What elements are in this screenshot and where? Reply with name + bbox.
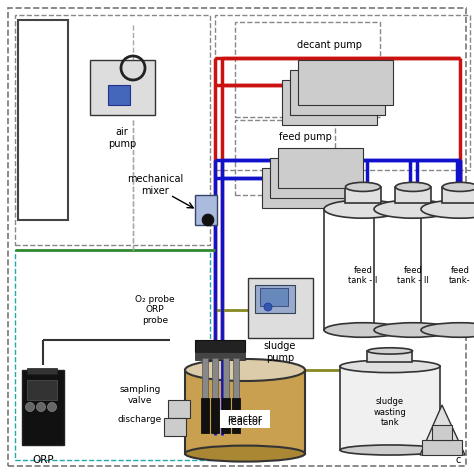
Bar — [278, 148, 363, 188]
Ellipse shape — [324, 323, 402, 337]
Bar — [374, 209, 452, 330]
Bar — [248, 278, 313, 338]
Bar — [346, 187, 381, 203]
Text: feed pump: feed pump — [279, 132, 331, 142]
Bar — [262, 168, 347, 208]
Bar — [235, 120, 335, 195]
Bar — [282, 80, 377, 125]
Bar — [27, 368, 57, 374]
Bar — [432, 425, 452, 440]
Bar — [260, 288, 288, 306]
Bar — [195, 195, 217, 225]
Bar — [195, 352, 245, 360]
Bar — [220, 410, 270, 428]
Bar — [222, 398, 230, 433]
Ellipse shape — [374, 200, 452, 218]
Ellipse shape — [340, 445, 440, 455]
Bar — [298, 60, 393, 105]
Ellipse shape — [374, 323, 452, 337]
Bar — [395, 187, 430, 203]
Ellipse shape — [346, 182, 381, 191]
Circle shape — [202, 214, 214, 226]
Bar — [223, 358, 229, 403]
Bar — [422, 440, 462, 455]
Bar — [340, 366, 440, 450]
Ellipse shape — [324, 200, 402, 218]
Bar — [15, 15, 210, 245]
Bar — [290, 70, 385, 115]
Text: feed
tank-: feed tank- — [449, 266, 471, 285]
Bar — [164, 418, 186, 436]
Bar — [442, 187, 474, 203]
Text: feed
tank - II: feed tank - II — [397, 266, 429, 285]
Bar — [367, 351, 412, 362]
Circle shape — [36, 402, 46, 411]
Bar — [168, 400, 190, 418]
Bar — [211, 398, 219, 433]
Bar — [108, 85, 130, 105]
Text: sludge
wasting
tank: sludge wasting tank — [374, 397, 406, 427]
Circle shape — [47, 402, 56, 411]
Text: c: c — [456, 455, 461, 465]
Ellipse shape — [395, 182, 430, 191]
Ellipse shape — [442, 182, 474, 191]
Text: sludge
pump: sludge pump — [264, 341, 296, 363]
Bar — [201, 398, 209, 433]
Bar — [255, 285, 295, 313]
Text: mechanical
mixer: mechanical mixer — [127, 174, 183, 196]
Text: O₂ probe
ORP
probe: O₂ probe ORP probe — [135, 295, 175, 325]
Bar — [90, 60, 155, 115]
Text: reactor: reactor — [228, 414, 263, 424]
Bar — [22, 370, 64, 445]
Ellipse shape — [421, 200, 474, 218]
Bar — [324, 209, 402, 330]
Bar — [185, 370, 305, 454]
Text: feed
tank - I: feed tank - I — [348, 266, 378, 285]
Bar — [233, 358, 239, 403]
Text: sampling
valve: sampling valve — [119, 385, 161, 405]
Bar — [421, 209, 474, 330]
Ellipse shape — [185, 359, 305, 381]
Bar — [18, 20, 68, 220]
Bar — [212, 358, 218, 403]
Polygon shape — [420, 405, 465, 455]
Bar — [15, 250, 210, 460]
Text: air
pump: air pump — [108, 127, 136, 149]
Text: discharge: discharge — [118, 416, 162, 425]
Bar — [235, 22, 380, 117]
Ellipse shape — [340, 360, 440, 373]
Bar — [202, 358, 208, 403]
Text: decant pump: decant pump — [298, 40, 363, 50]
Bar — [195, 340, 245, 352]
Text: reactor: reactor — [228, 417, 263, 427]
Circle shape — [264, 303, 272, 311]
Ellipse shape — [185, 446, 305, 462]
Bar — [232, 398, 240, 433]
Bar — [270, 158, 355, 198]
Circle shape — [26, 402, 35, 411]
Ellipse shape — [367, 348, 412, 354]
Bar — [27, 380, 57, 400]
Bar — [215, 15, 470, 170]
Text: ORP: ORP — [32, 455, 54, 465]
Ellipse shape — [421, 323, 474, 337]
